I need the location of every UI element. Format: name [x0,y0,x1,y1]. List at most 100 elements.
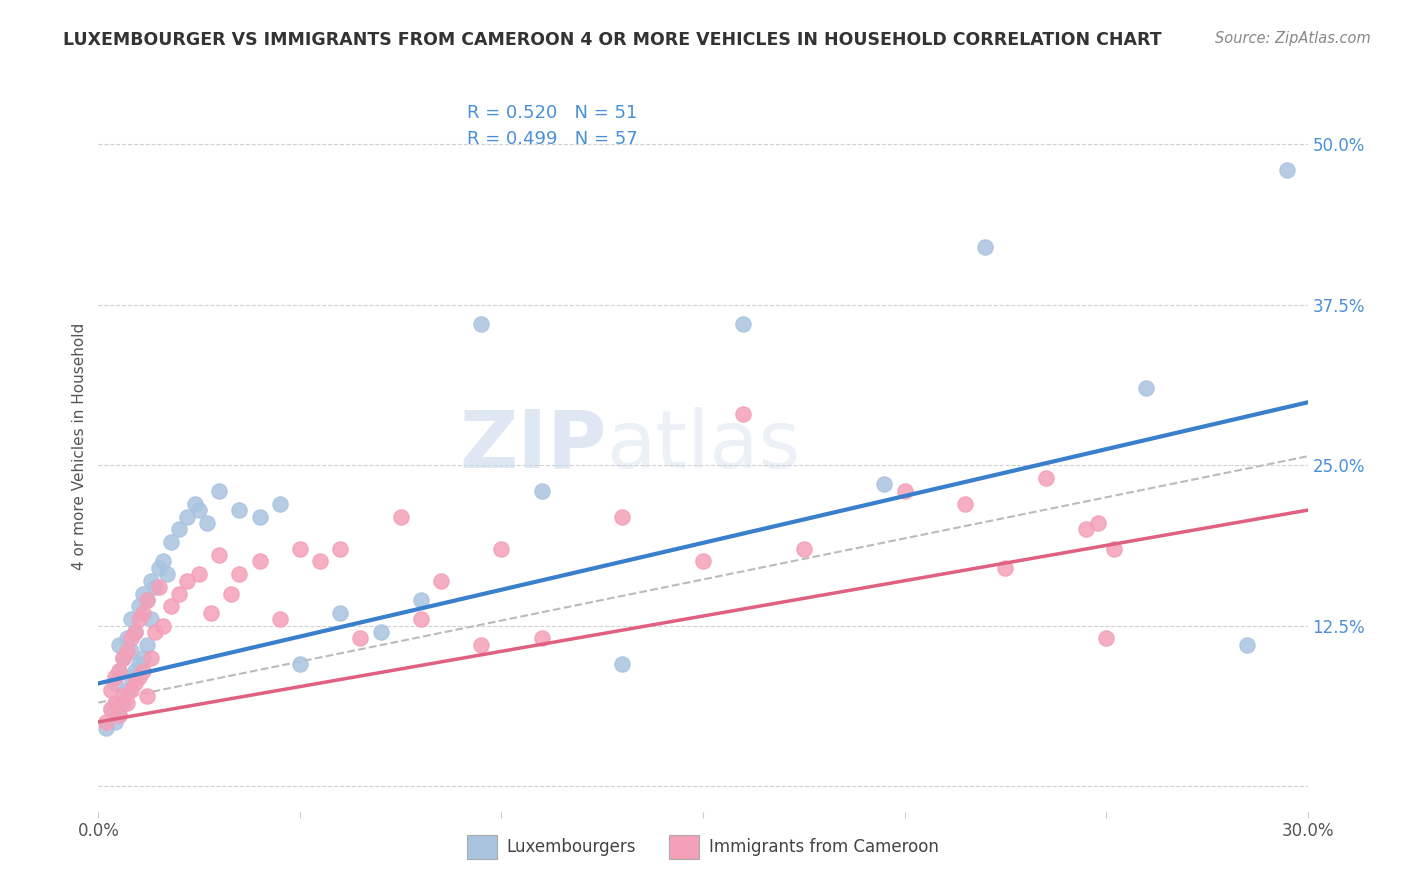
Point [135,638,157,652]
Point [974,240,997,254]
Point [107,664,129,678]
Point [1095,632,1118,646]
Point [120,644,142,658]
Point [100,702,122,716]
Point [1035,471,1057,485]
Point [953,497,976,511]
Point [692,554,714,568]
Point [139,650,162,665]
Point [221,586,243,600]
Point [470,638,492,652]
Point [893,483,915,498]
Point [152,618,174,632]
Point [491,541,513,556]
Text: LUXEMBOURGER VS IMMIGRANTS FROM CAMEROON 4 OR MORE VEHICLES IN HOUSEHOLD CORRELA: LUXEMBOURGER VS IMMIGRANTS FROM CAMEROON… [63,31,1161,49]
Point [156,567,179,582]
Point [115,644,138,658]
Point [430,574,453,588]
Point [176,574,198,588]
Point [200,606,222,620]
Point [111,696,134,710]
Y-axis label: 4 or more Vehicles in Household: 4 or more Vehicles in Household [72,322,87,570]
Point [1135,381,1157,395]
Point [329,606,352,620]
Point [208,483,231,498]
Text: R = 0.499   N = 57: R = 0.499 N = 57 [467,130,638,148]
Point [103,696,125,710]
Point [148,561,170,575]
Text: ZIP: ZIP [458,407,606,485]
Point [120,670,142,684]
Text: Source: ZipAtlas.com: Source: ZipAtlas.com [1215,31,1371,46]
Point [1102,541,1125,556]
Point [103,676,125,690]
Point [111,690,134,704]
Point [1236,638,1258,652]
Point [873,477,896,491]
Point [249,509,271,524]
Point [100,702,122,716]
Point [135,690,157,704]
Point [184,497,207,511]
Point [470,317,492,331]
Point [115,682,138,697]
Point [107,708,129,723]
Point [188,503,211,517]
Point [409,612,432,626]
Point [128,599,150,614]
Point [249,554,271,568]
Point [329,541,352,556]
Point [135,593,157,607]
Text: R = 0.520   N = 51: R = 0.520 N = 51 [467,104,637,122]
Point [120,682,142,697]
Point [132,586,155,600]
Point [1277,163,1299,178]
Point [188,567,211,582]
Point [288,541,311,556]
Point [148,580,170,594]
Point [152,554,174,568]
Point [132,650,155,665]
Point [107,664,129,678]
Point [389,509,412,524]
Point [228,503,250,517]
Point [115,696,138,710]
Point [128,657,150,672]
Point [409,593,432,607]
Point [1074,523,1097,537]
Point [107,638,129,652]
Point [530,483,553,498]
Point [160,535,183,549]
Point [733,317,755,331]
Point [143,625,166,640]
Point [115,632,138,646]
Point [124,664,146,678]
Point [139,612,162,626]
Point [120,612,142,626]
Point [128,670,150,684]
Point [208,548,231,562]
Point [124,625,146,640]
Point [103,670,125,684]
Point [269,612,291,626]
Point [612,657,634,672]
Point [132,606,155,620]
Point [269,497,291,511]
Point [135,593,157,607]
Legend: Luxembourgers, Immigrants from Cameroon: Luxembourgers, Immigrants from Cameroon [460,829,946,865]
Point [124,676,146,690]
Point [167,586,190,600]
Text: atlas: atlas [606,407,800,485]
Point [96,721,118,735]
Point [994,561,1017,575]
Point [139,574,162,588]
Point [793,541,815,556]
Point [530,632,553,646]
Point [309,554,332,568]
Point [176,509,198,524]
Point [111,650,134,665]
Point [100,682,122,697]
Point [107,708,129,723]
Point [103,714,125,729]
Point [1087,516,1109,530]
